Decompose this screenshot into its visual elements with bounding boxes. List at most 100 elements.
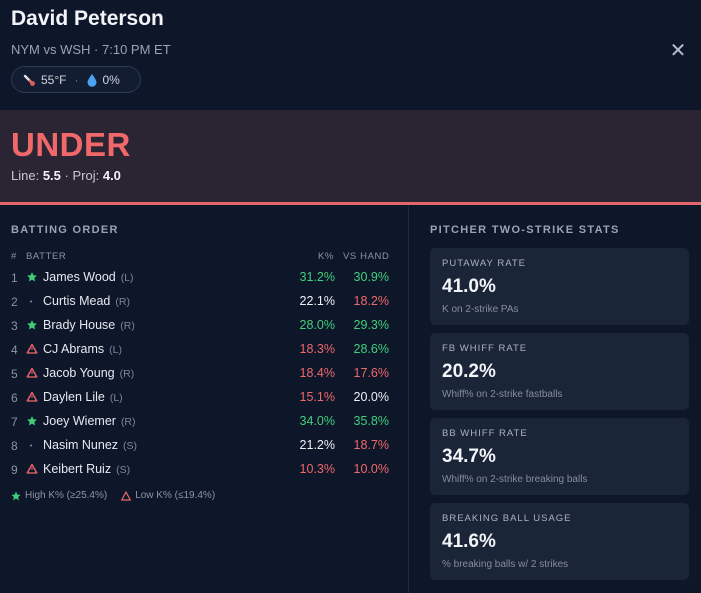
batter-k-pct: 10.3% — [299, 462, 335, 476]
batter-k-pct: 34.0% — [299, 414, 335, 428]
batter-name: Curtis Mead — [43, 294, 111, 308]
batter-name: Daylen Lile — [43, 390, 105, 404]
batter-hand: (R) — [119, 368, 135, 380]
weather-pill: 55°F · 0% — [11, 66, 141, 93]
batter-order-num: 7 — [11, 415, 18, 429]
close-button[interactable]: ✕ — [669, 40, 687, 62]
line-label: Line: — [11, 168, 40, 183]
proj-value: 4.0 — [102, 168, 121, 183]
batter-row: 5 Jacob Young (R) 18.4% 17.6% — [0, 362, 409, 386]
star-icon — [27, 416, 37, 426]
batter-name-cell: CJ Abrams (L) — [43, 342, 122, 356]
legend-low: Low K% (≤19.4%) — [121, 490, 215, 501]
batter-k-pct: 15.1% — [299, 390, 335, 404]
batter-k-pct: 31.2% — [299, 270, 335, 284]
star-icon — [27, 320, 37, 330]
legend-low-label: Low K% (≤19.4%) — [135, 490, 216, 501]
batter-vs-hand-pct: 30.9% — [353, 270, 389, 284]
batter-name-cell: Jacob Young (R) — [43, 366, 134, 380]
stat-card-title: BB WHIFF RATE — [442, 428, 528, 439]
verdict-banner: UNDER Line: 5.5 · Proj: 4.0 — [0, 110, 701, 205]
stat-card-subtitle: K on 2-strike PAs — [442, 304, 519, 315]
stat-card-title: FB WHIFF RATE — [442, 343, 528, 354]
batter-order-num: 6 — [11, 391, 18, 405]
batting-order-title: BATTING ORDER — [11, 224, 119, 236]
droplet-icon — [87, 73, 97, 87]
stat-card-value: 41.6% — [442, 531, 496, 552]
batter-k-pct: 28.0% — [299, 318, 335, 332]
batter-name-cell: Nasim Nunez (S) — [43, 438, 137, 452]
stat-card-title: PUTAWAY RATE — [442, 258, 526, 269]
warning-triangle-icon — [26, 463, 38, 474]
star-icon — [11, 491, 21, 500]
batter-hand: (L) — [109, 344, 122, 356]
stat-card-value: 20.2% — [442, 361, 496, 382]
batter-hand: (R) — [120, 416, 136, 428]
batter-row: 1 James Wood (L) 31.2% 30.9% — [0, 266, 409, 290]
batter-row: 6 Daylen Lile (L) 15.1% 20.0% — [0, 386, 409, 410]
stat-card: PUTAWAY RATE 41.0% K on 2-strike PAs — [430, 248, 689, 325]
batter-vs-hand-pct: 20.0% — [353, 390, 389, 404]
batter-name-cell: Keibert Ruiz (S) — [43, 462, 130, 476]
batter-vs-hand-pct: 18.7% — [353, 438, 389, 452]
line-projection: Line: 5.5 · Proj: 4.0 — [11, 168, 121, 183]
weather-temp: 55°F — [41, 72, 67, 87]
batter-name-cell: Brady House (R) — [43, 318, 135, 332]
thermometer-icon — [23, 74, 35, 86]
batter-name: Nasim Nunez — [43, 438, 119, 452]
line-value: 5.5 — [42, 168, 61, 183]
warning-triangle-icon — [26, 343, 38, 354]
batter-hand: (R) — [120, 320, 135, 332]
legend-high-label: High K% (≥25.4%) — [25, 490, 108, 501]
player-header: David Peterson NYM vs WSH · 7:10 PM ET ✕… — [0, 0, 701, 110]
warning-triangle-icon — [26, 367, 38, 378]
batter-vs-hand-pct: 29.3% — [353, 318, 389, 332]
batter-k-pct: 22.1% — [299, 294, 335, 308]
batter-order-num: 2 — [11, 295, 18, 309]
batter-name-cell: Curtis Mead (R) — [43, 294, 130, 308]
batter-vs-hand-pct: 18.2% — [353, 294, 389, 308]
stat-card-subtitle: % breaking balls w/ 2 strikes — [442, 559, 569, 570]
batter-hand: (R) — [115, 296, 130, 308]
stat-card-subtitle: Whiff% on 2-strike fastballs — [442, 389, 563, 400]
dot-icon — [30, 300, 32, 303]
batter-vs-hand-pct: 35.8% — [353, 414, 389, 428]
batter-order-num: 4 — [11, 343, 18, 357]
weather-separator: · — [74, 72, 79, 87]
batter-row: 4 CJ Abrams (L) 18.3% 28.6% — [0, 338, 409, 362]
proj-label: Proj: — [72, 168, 100, 183]
batter-k-pct: 21.2% — [299, 438, 335, 452]
line-proj-separator: · — [64, 168, 73, 183]
stat-card-value: 41.0% — [442, 276, 496, 297]
batter-name-cell: Joey Wiemer (R) — [43, 414, 136, 428]
stat-card-subtitle: Whiff% on 2-strike breaking balls — [442, 474, 588, 485]
batter-vs-hand-pct: 10.0% — [353, 462, 389, 476]
warning-triangle-icon — [26, 391, 38, 402]
batter-order-num: 3 — [11, 319, 18, 333]
stat-card: FB WHIFF RATE 20.2% Whiff% on 2-strike fas… — [430, 333, 689, 410]
column-vs-hand: VS HAND — [343, 251, 390, 262]
batter-row: 3 Brady House (R) 28.0% 29.3% — [0, 314, 409, 338]
batter-name: James Wood — [43, 270, 116, 284]
batter-order-num: 9 — [11, 463, 18, 477]
player-name: David Peterson — [11, 7, 164, 30]
star-icon — [27, 272, 37, 282]
stat-card-value: 34.7% — [442, 446, 496, 467]
weather-precip: 0% — [102, 72, 120, 87]
batter-row: 7 Joey Wiemer (R) 34.0% 35.8% — [0, 410, 409, 434]
batting-legend: High K% (≥25.4%) Low K% (≤19.4%) — [11, 490, 229, 501]
batter-name-cell: Daylen Lile (L) — [43, 390, 123, 404]
stat-card-title: BREAKING BALL USAGE — [442, 513, 572, 524]
batter-vs-hand-pct: 28.6% — [353, 342, 389, 356]
legend-high: High K% (≥25.4%) — [11, 490, 107, 501]
batter-name: Brady House — [43, 318, 116, 332]
verdict-label: UNDER — [11, 126, 131, 163]
column-num: # — [11, 251, 17, 262]
batter-hand: (S) — [123, 440, 138, 452]
batter-vs-hand-pct: 17.6% — [353, 366, 389, 380]
stat-card: BB WHIFF RATE 34.7% Whiff% on 2-strike bre… — [430, 418, 689, 495]
batter-k-pct: 18.4% — [299, 366, 335, 380]
batter-row: 2 Curtis Mead (R) 22.1% 18.2% — [0, 290, 409, 314]
batter-row: 9 Keibert Ruiz (S) 10.3% 10.0% — [0, 458, 409, 482]
batter-k-pct: 18.3% — [299, 342, 335, 356]
